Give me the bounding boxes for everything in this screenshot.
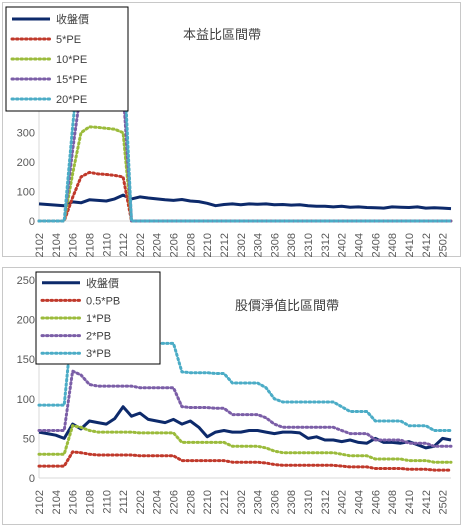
x-tick-label: 2112 xyxy=(118,490,130,514)
pb-band-chart-panel: 0 50 100 150 200 250 2102 2104 2106 2108 2110 2112 2… xyxy=(2,267,461,525)
x-tick-label: 2304 xyxy=(253,490,265,514)
x-tick-label: 2406 xyxy=(370,490,382,514)
x-tick-label: 2212 xyxy=(219,490,231,514)
legend-label: 5*PE xyxy=(56,34,81,46)
chart-title: 本益比區間帶 xyxy=(183,28,261,43)
y-tick-label: 150 xyxy=(17,354,35,366)
legend-label: 15*PE xyxy=(56,74,87,86)
y-tick-label: 100 xyxy=(17,187,35,199)
x-tick-label: 2206 xyxy=(169,233,181,257)
x-tick-label: 2406 xyxy=(370,233,382,257)
pb-band-chart: 0 50 100 150 200 250 2102 2104 2106 2108 2110 2112 2… xyxy=(17,271,453,514)
x-tick-label: 2202 xyxy=(135,490,147,514)
legend-label: 3*PB xyxy=(86,348,111,360)
x-tick-label: 2210 xyxy=(202,490,214,514)
x-tick-label: 2110 xyxy=(101,233,113,257)
x-tick-label: 2404 xyxy=(354,233,366,257)
y-tick-label: 0 xyxy=(29,473,35,485)
legend-label: 收盤價 xyxy=(56,12,89,26)
x-tick-label: 2208 xyxy=(185,233,197,257)
series-line-0 xyxy=(38,405,452,450)
x-tick-label: 2206 xyxy=(169,490,181,514)
legend-label: 0.5*PB xyxy=(86,295,120,307)
series-line-2 xyxy=(37,424,453,464)
legend-label: 10*PE xyxy=(56,54,87,66)
x-tick-label: 2308 xyxy=(286,490,298,514)
x-tick-label: 2102 xyxy=(34,490,46,514)
x-tick-label: 2112 xyxy=(118,233,130,257)
pe-band-chart-panel: 0100200300400500600700210221042106210821… xyxy=(2,2,461,257)
chart-title: 股價淨值比區間帶 xyxy=(235,298,339,314)
x-tick-label: 2402 xyxy=(337,490,349,514)
legend-label: 20*PE xyxy=(56,94,87,106)
legend-label: 收盤價 xyxy=(86,276,119,290)
x-tick-label: 2302 xyxy=(236,233,248,257)
x-tick-label: 2204 xyxy=(152,490,164,514)
x-tick-label: 2306 xyxy=(269,233,281,257)
x-tick-label: 2304 xyxy=(253,233,265,257)
x-tick-label: 2102 xyxy=(34,233,46,257)
x-tick-label: 2408 xyxy=(387,490,399,514)
x-tick-label: 2412 xyxy=(421,233,433,257)
legend-label: 2*PB xyxy=(86,331,111,343)
x-tick-label: 2312 xyxy=(320,233,332,257)
x-tick-label: 2108 xyxy=(84,490,96,514)
x-tick-label: 2306 xyxy=(269,490,281,514)
x-tick-label: 2212 xyxy=(219,233,231,257)
x-tick-label: 2106 xyxy=(68,233,80,257)
x-tick-label: 2412 xyxy=(421,490,433,514)
x-tick-label: 2410 xyxy=(404,233,416,257)
x-tick-label: 2210 xyxy=(202,233,214,257)
x-tick-label: 2202 xyxy=(135,233,147,257)
y-tick-label: 250 xyxy=(17,275,35,287)
x-tick-label: 2302 xyxy=(236,490,248,514)
y-tick-label: 300 xyxy=(17,128,35,140)
y-tick-label: 50 xyxy=(23,433,35,445)
x-tick-label: 2106 xyxy=(68,490,80,514)
x-tick-label: 2408 xyxy=(387,233,399,257)
x-tick-label: 2310 xyxy=(303,490,315,514)
series-line-1 xyxy=(37,170,453,223)
x-tick-label: 2104 xyxy=(51,490,63,514)
x-tick-label: 2204 xyxy=(152,233,164,257)
x-tick-label: 2108 xyxy=(84,233,96,257)
x-tick-label: 2310 xyxy=(303,233,315,257)
x-tick-label: 2402 xyxy=(337,233,349,257)
series-line-0 xyxy=(38,193,452,211)
x-tick-label: 2404 xyxy=(354,490,366,514)
series-line-1 xyxy=(37,450,453,472)
y-tick-label: 0 xyxy=(29,216,35,228)
y-tick-label: 200 xyxy=(17,315,35,327)
x-tick-label: 2410 xyxy=(404,490,416,514)
series-line-3 xyxy=(37,369,453,448)
y-tick-label: 200 xyxy=(17,157,35,169)
legend-label: 1*PB xyxy=(86,313,111,325)
x-tick-label: 2308 xyxy=(286,233,298,257)
pe-band-chart: 0100200300400500600700210221042106210821… xyxy=(5,6,453,257)
x-tick-label: 2502 xyxy=(438,490,450,514)
x-tick-label: 2208 xyxy=(185,490,197,514)
x-tick-label: 2312 xyxy=(320,490,332,514)
x-tick-label: 2110 xyxy=(101,490,113,514)
x-tick-label: 2502 xyxy=(438,233,450,257)
y-tick-label: 100 xyxy=(17,394,35,406)
x-tick-label: 2104 xyxy=(51,233,63,257)
